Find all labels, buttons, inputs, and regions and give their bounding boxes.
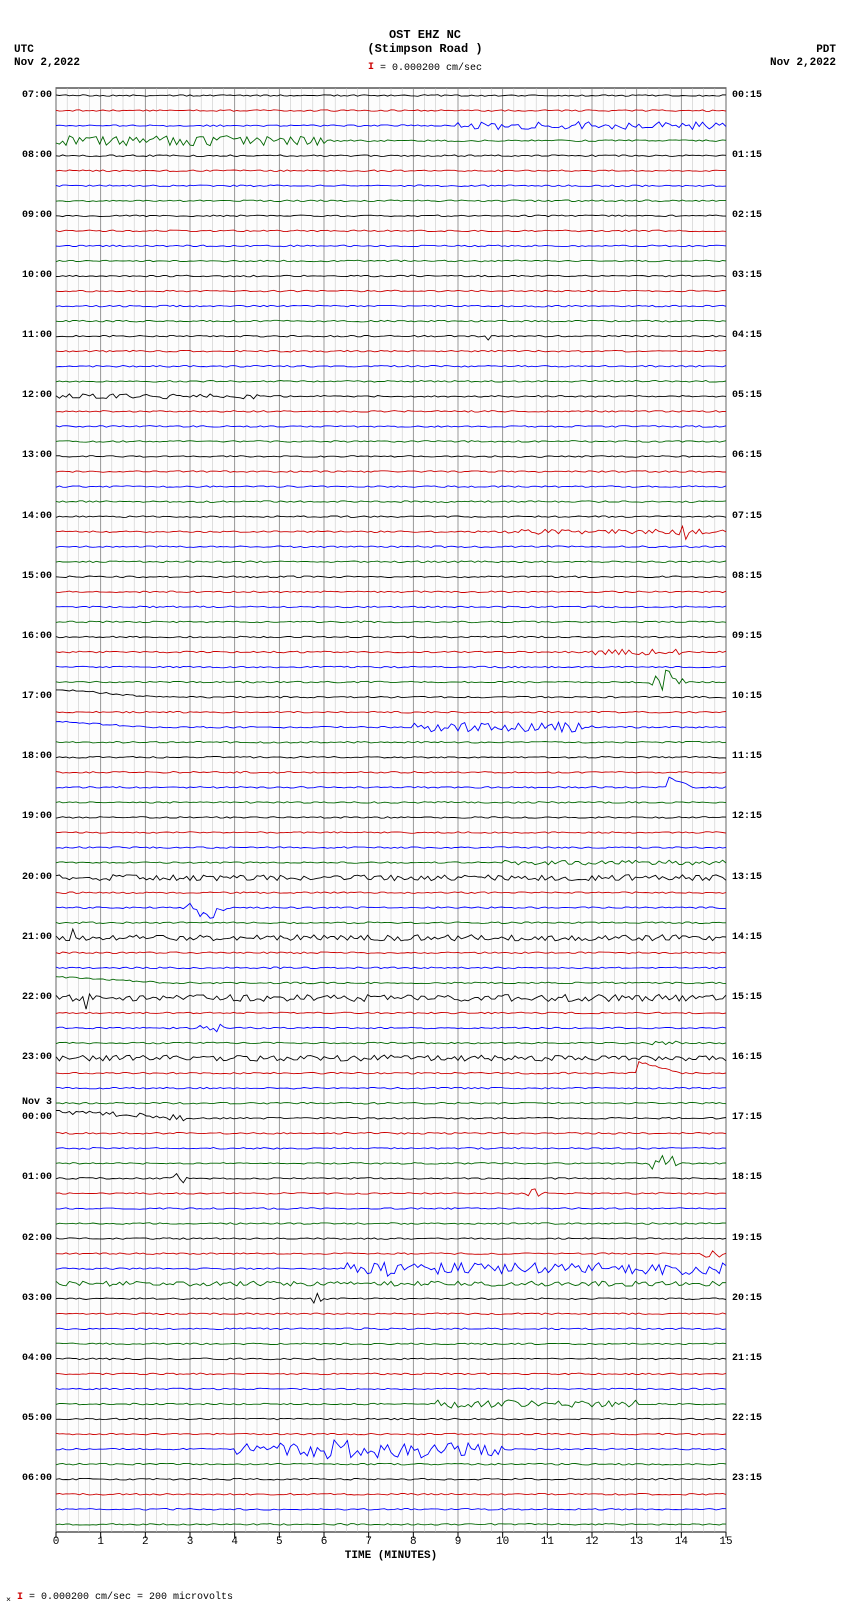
left-tick: 09:00 (22, 210, 52, 221)
footer-text: = 0.000200 cm/sec = 200 microvolts (29, 1592, 233, 1603)
left-tick: 01:00 (22, 1172, 52, 1183)
left-tick: 22:00 (22, 992, 52, 1003)
right-tick: 00:15 (732, 90, 762, 101)
station-id: OST EHZ NC (0, 28, 850, 42)
x-axis-label: TIME (MINUTES) (56, 1550, 726, 1562)
right-tick: 02:15 (732, 210, 762, 221)
left-tick: 19:00 (22, 811, 52, 822)
right-tick: 12:15 (732, 811, 762, 822)
right-tick: 07:15 (732, 511, 762, 522)
helicorder-plot (56, 88, 726, 1532)
left-tick: 10:00 (22, 270, 52, 281)
left-tick: 17:00 (22, 691, 52, 702)
left-tick: 03:00 (22, 1293, 52, 1304)
left-tick: 11:00 (22, 330, 52, 341)
footer-scale: × I = 0.000200 cm/sec = 200 microvolts (6, 1592, 233, 1605)
left-tick: 13:00 (22, 450, 52, 461)
right-tick: 01:15 (732, 150, 762, 161)
left-tick: 07:00 (22, 90, 52, 101)
left-tick: 15:00 (22, 571, 52, 582)
right-tick: 22:15 (732, 1413, 762, 1424)
x-tick: 0 (53, 1536, 60, 1548)
right-tick: 19:15 (732, 1233, 762, 1244)
x-tick: 12 (585, 1536, 598, 1548)
x-tick: 11 (541, 1536, 554, 1548)
left-tick: 04:00 (22, 1353, 52, 1364)
header-block: OST EHZ NC (Stimpson Road ) (0, 28, 850, 56)
right-tick: 10:15 (732, 691, 762, 702)
right-tick: 18:15 (732, 1172, 762, 1183)
x-tick: 1 (97, 1536, 104, 1548)
x-tick: 3 (187, 1536, 194, 1548)
scale-text: = 0.000200 cm/sec (374, 63, 482, 74)
left-tick: 02:00 (22, 1233, 52, 1244)
right-tick: 08:15 (732, 571, 762, 582)
x-tick: 9 (455, 1536, 462, 1548)
left-tick: 18:00 (22, 751, 52, 762)
tz-right-label: PDT (770, 44, 836, 57)
right-tick: 20:15 (732, 1293, 762, 1304)
x-ticks: 0123456789101112131415 (56, 1536, 726, 1550)
left-tick: 00:00 (22, 1112, 52, 1123)
right-tick: 04:15 (732, 330, 762, 341)
tz-right-date: Nov 2,2022 (770, 57, 836, 70)
scale-bar: I = 0.000200 cm/sec (0, 62, 850, 74)
right-tick: 15:15 (732, 992, 762, 1003)
left-tick: 06:00 (22, 1473, 52, 1484)
left-tick: 23:00 (22, 1052, 52, 1063)
x-tick: 14 (675, 1536, 688, 1548)
right-tick: 06:15 (732, 450, 762, 461)
footer-mark-icon: I (11, 1592, 29, 1603)
x-tick: 13 (630, 1536, 643, 1548)
left-tick: Nov 3 (22, 1097, 52, 1108)
x-tick: 7 (365, 1536, 372, 1548)
left-tick: 21:00 (22, 932, 52, 943)
left-tick: 12:00 (22, 390, 52, 401)
tz-left: UTC Nov 2,2022 (14, 44, 80, 70)
plot-svg (56, 88, 726, 1532)
right-tick: 14:15 (732, 932, 762, 943)
x-tick: 10 (496, 1536, 509, 1548)
station-name: (Stimpson Road ) (0, 42, 850, 56)
tz-left-date: Nov 2,2022 (14, 57, 80, 70)
right-tick: 05:15 (732, 390, 762, 401)
left-tick: 20:00 (22, 872, 52, 883)
x-tick: 5 (276, 1536, 283, 1548)
x-tick: 8 (410, 1536, 417, 1548)
helicorder-page: OST EHZ NC (Stimpson Road ) I = 0.000200… (0, 0, 850, 1613)
right-tick: 11:15 (732, 751, 762, 762)
right-tick: 17:15 (732, 1112, 762, 1123)
left-tick: 14:00 (22, 511, 52, 522)
x-tick: 6 (321, 1536, 328, 1548)
right-tick: 03:15 (732, 270, 762, 281)
right-tick: 23:15 (732, 1473, 762, 1484)
x-tick: 2 (142, 1536, 149, 1548)
left-tick: 05:00 (22, 1413, 52, 1424)
right-tick: 09:15 (732, 631, 762, 642)
right-tick: 16:15 (732, 1052, 762, 1063)
right-tick: 21:15 (732, 1353, 762, 1364)
tz-left-label: UTC (14, 44, 80, 57)
x-tick: 15 (719, 1536, 732, 1548)
left-tick: 08:00 (22, 150, 52, 161)
right-tick: 13:15 (732, 872, 762, 883)
x-tick: 4 (231, 1536, 238, 1548)
left-tick: 16:00 (22, 631, 52, 642)
tz-right: PDT Nov 2,2022 (770, 44, 836, 70)
